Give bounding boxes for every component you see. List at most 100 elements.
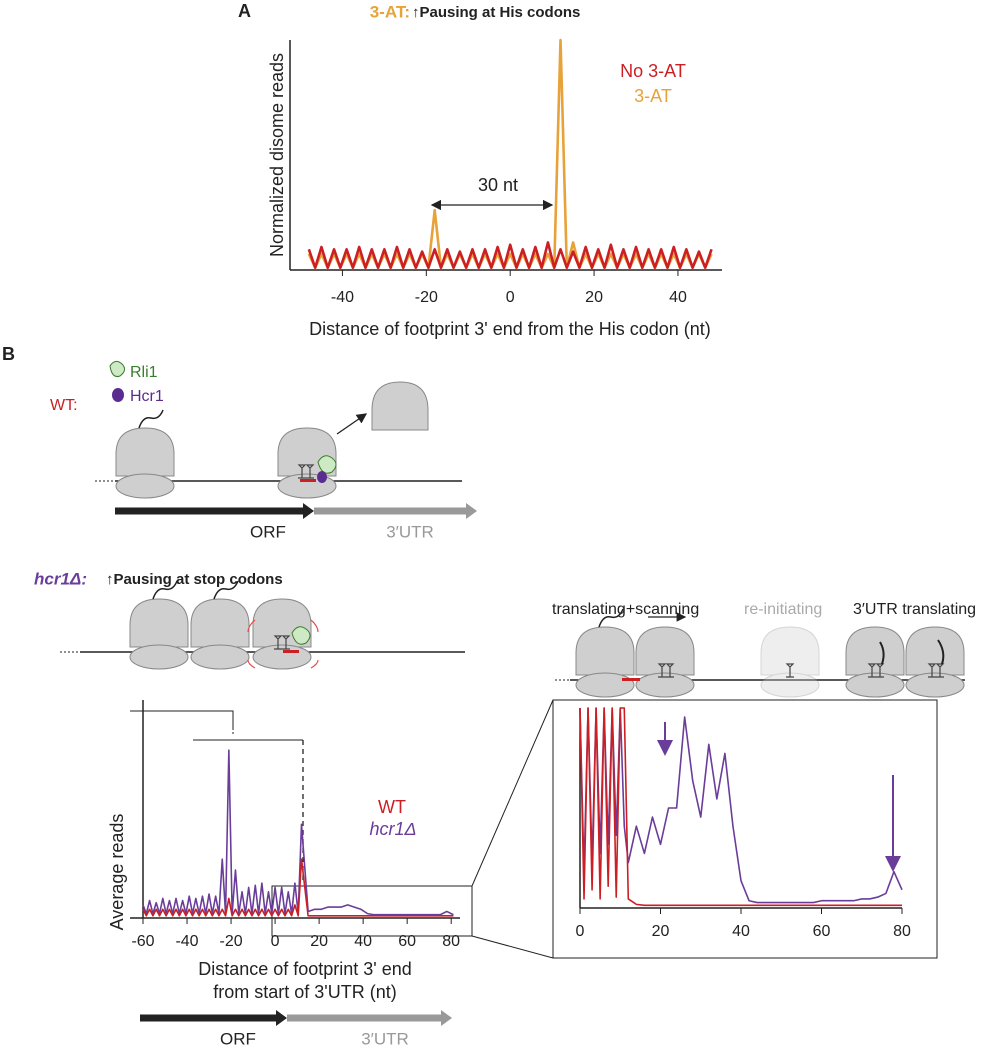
trna bbox=[875, 663, 885, 678]
small-subunit bbox=[635, 672, 695, 698]
trna bbox=[281, 635, 291, 650]
large-subunit bbox=[129, 598, 189, 648]
bracket bbox=[130, 710, 234, 728]
large-subunit bbox=[760, 626, 820, 676]
stall-mark bbox=[247, 619, 256, 633]
zoom-line bbox=[471, 699, 554, 887]
ribosome bbox=[845, 626, 905, 698]
x-tick-label: 0 bbox=[576, 923, 585, 940]
x-tick-label: 0 bbox=[506, 289, 515, 306]
ribosome bbox=[190, 580, 250, 670]
legend-entry: hcr1Δ bbox=[369, 819, 416, 839]
utr-translating-label: 3′UTR translating bbox=[853, 601, 976, 618]
y-axis-label: Average reads bbox=[107, 814, 127, 931]
ribosome bbox=[575, 608, 635, 698]
x-tick-label: 40 bbox=[354, 933, 372, 950]
nascent-chain bbox=[138, 409, 164, 429]
panel-label: A bbox=[238, 1, 251, 21]
series-line bbox=[307, 241, 713, 269]
legend-entry: WT bbox=[378, 797, 406, 817]
large-subunit bbox=[575, 626, 635, 676]
legend-entry: No 3-AT bbox=[620, 61, 686, 81]
x-tick-label: 20 bbox=[652, 923, 670, 940]
nascent-chain bbox=[152, 580, 178, 600]
orf-arrow bbox=[276, 1010, 287, 1026]
x-axis-label: Distance of footprint 3' end from the Hi… bbox=[309, 319, 711, 339]
translating-label: translating+scanning bbox=[552, 601, 699, 618]
large-subunit bbox=[845, 626, 905, 676]
trna bbox=[927, 663, 937, 678]
x-tick-label: -20 bbox=[219, 933, 242, 950]
chart-title: 3-AT: bbox=[370, 2, 410, 21]
x-axis-label: from start of 3'UTR (nt) bbox=[213, 982, 396, 1002]
trna bbox=[785, 663, 795, 678]
utr-label: 3′UTR bbox=[361, 1029, 409, 1048]
annotation: 30 nt bbox=[478, 175, 518, 195]
series-line bbox=[142, 749, 454, 916]
ribosome bbox=[115, 409, 175, 499]
x-tick-label: 20 bbox=[310, 933, 328, 950]
large-subunit bbox=[115, 427, 175, 477]
x-tick-label: 60 bbox=[398, 933, 416, 950]
legend-rli1: Rli1 bbox=[130, 364, 158, 381]
free-subunit bbox=[371, 381, 429, 431]
hcr1-icon bbox=[112, 388, 124, 402]
stop-codon bbox=[283, 650, 299, 653]
stop-codon bbox=[300, 479, 316, 482]
release-arrow bbox=[336, 413, 368, 435]
trna bbox=[657, 663, 667, 678]
trna bbox=[665, 663, 675, 678]
trna bbox=[305, 464, 315, 479]
large-subunit bbox=[635, 626, 695, 676]
orf-arrow bbox=[303, 503, 314, 519]
reinitiating-label: re-initiating bbox=[744, 601, 822, 618]
small-subunit bbox=[190, 644, 250, 670]
ribosome bbox=[129, 580, 189, 670]
x-tick-label: 20 bbox=[585, 289, 603, 306]
x-tick-label: -40 bbox=[175, 933, 198, 950]
hcr1 bbox=[317, 471, 327, 483]
ribosome bbox=[760, 626, 820, 698]
orf-label: ORF bbox=[250, 522, 286, 541]
mutant-title: ↑Pausing at stop codons bbox=[106, 571, 283, 588]
x-tick-label: 0 bbox=[271, 933, 280, 950]
large-subunit bbox=[905, 626, 965, 676]
stall-mark bbox=[310, 659, 319, 669]
x-tick-label: 40 bbox=[669, 289, 687, 306]
mutant-label: hcr1Δ: bbox=[34, 569, 87, 588]
y-axis-label: Normalized disome reads bbox=[267, 53, 287, 257]
trna bbox=[867, 663, 877, 678]
zoom-box bbox=[271, 885, 473, 937]
utr-arrow bbox=[466, 503, 477, 519]
x-axis-label: Distance of footprint 3' end bbox=[198, 959, 412, 979]
x-tick-label: 60 bbox=[813, 923, 831, 940]
x-tick-label: -20 bbox=[415, 289, 438, 306]
orf-label: ORF bbox=[220, 1029, 256, 1048]
large-subunit bbox=[190, 598, 250, 648]
chart-subtitle: ↑Pausing at His codons bbox=[412, 4, 580, 21]
rli1 bbox=[291, 626, 311, 645]
utr-arrow bbox=[441, 1010, 452, 1026]
series-line bbox=[579, 707, 902, 907]
inset-frame bbox=[552, 699, 938, 959]
rli1-icon bbox=[109, 360, 126, 377]
small-subunit bbox=[845, 672, 905, 698]
legend-entry: 3-AT bbox=[634, 86, 672, 106]
wt-label: WT: bbox=[50, 397, 78, 414]
x-tick-label: -60 bbox=[131, 933, 154, 950]
ribosome bbox=[905, 626, 965, 698]
nascent-chain bbox=[937, 639, 945, 665]
stall-mark bbox=[310, 619, 319, 633]
utr-label: 3′UTR bbox=[386, 522, 434, 541]
small-subunit bbox=[905, 672, 965, 698]
x-tick-label: 40 bbox=[732, 923, 750, 940]
panel-label: B bbox=[2, 344, 15, 364]
x-tick-label: -40 bbox=[331, 289, 354, 306]
small-subunit bbox=[115, 473, 175, 499]
ribosome bbox=[635, 626, 695, 698]
nascent-chain bbox=[879, 641, 885, 665]
nascent-chain bbox=[598, 608, 624, 628]
x-tick-label: 80 bbox=[893, 923, 911, 940]
trna bbox=[273, 635, 283, 650]
